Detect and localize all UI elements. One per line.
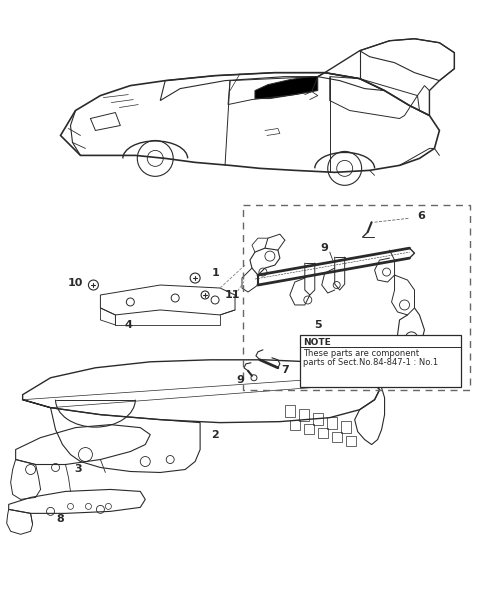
Text: 8: 8 (57, 514, 64, 525)
Bar (290, 419, 300, 430)
Text: 10: 10 (68, 278, 83, 288)
Bar (313, 412, 323, 425)
Bar (332, 432, 342, 441)
Bar (243, 205, 470, 390)
Text: 11: 11 (224, 290, 240, 300)
Text: 2: 2 (211, 430, 219, 440)
Text: 6: 6 (418, 211, 425, 221)
Text: 9: 9 (321, 243, 329, 253)
Text: NOTE: NOTE (303, 338, 331, 348)
Bar (327, 417, 336, 428)
Text: 4: 4 (124, 320, 132, 330)
Text: 1: 1 (211, 268, 219, 278)
Bar (304, 424, 314, 434)
Bar (341, 421, 351, 432)
Text: 5: 5 (314, 320, 322, 330)
Polygon shape (255, 77, 318, 99)
Text: 3: 3 (75, 464, 82, 474)
Bar (299, 409, 309, 421)
Bar (318, 428, 328, 438)
Text: These parts are component: These parts are component (303, 349, 419, 358)
Bar (285, 405, 295, 417)
Text: 9: 9 (236, 375, 244, 385)
Bar (346, 435, 356, 445)
FancyBboxPatch shape (300, 335, 461, 386)
Text: parts of Sect.No.84-847-1 : No.1: parts of Sect.No.84-847-1 : No.1 (303, 358, 438, 368)
Text: 7: 7 (281, 365, 289, 375)
